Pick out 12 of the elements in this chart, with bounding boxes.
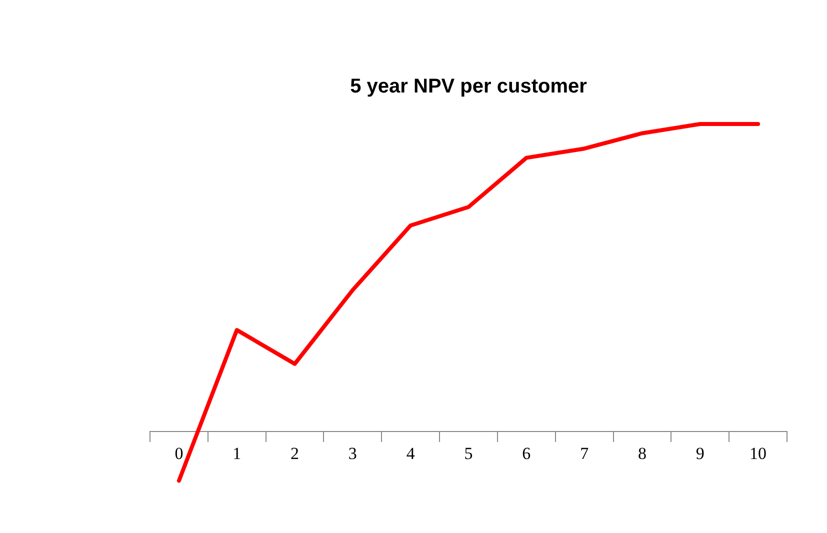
x-tick-label: 2 [290,444,300,464]
x-tick-label: 6 [522,444,531,464]
x-tick-label: 9 [696,444,704,464]
x-tick-label: 4 [406,444,416,464]
x-tick-label: 3 [348,444,357,464]
x-tick-label: 5 [464,444,473,464]
x-tick-label: 7 [580,444,590,464]
x-tick-label: 0 [174,444,184,464]
x-tick-label: 10 [750,444,767,464]
x-tick-label: 8 [638,444,646,464]
x-tick-label: 1 [232,444,242,464]
chart-title: 5 year NPV per customer [350,76,588,98]
